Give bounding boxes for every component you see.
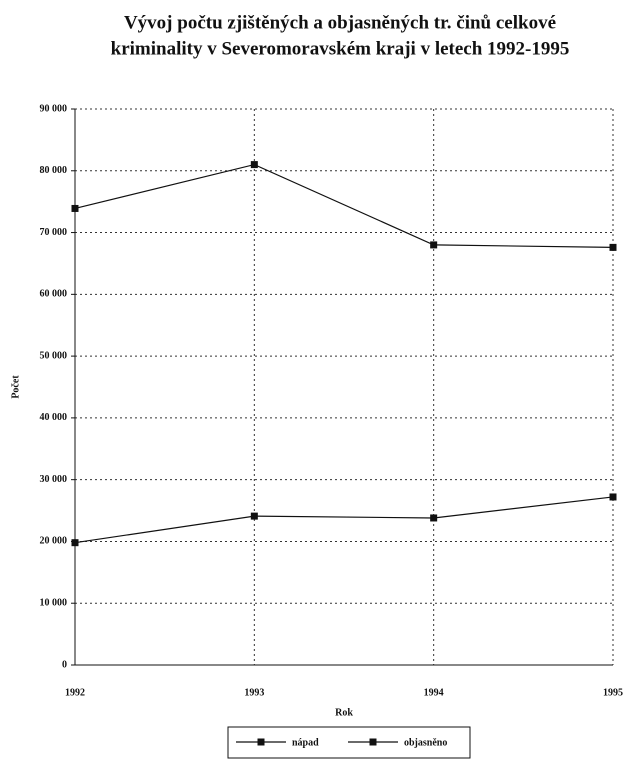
point-marker	[430, 514, 438, 522]
point-marker	[250, 161, 258, 169]
y-tick-label: 10 000	[40, 598, 68, 609]
y-tick-label: 40 000	[40, 412, 68, 423]
point-marker	[71, 539, 79, 547]
y-tick-label: 70 000	[40, 227, 68, 238]
y-tick-label: 80 000	[40, 165, 68, 176]
point-marker	[609, 243, 617, 251]
series-line	[74, 163, 614, 248]
point-marker	[609, 493, 617, 501]
series-line	[74, 496, 614, 544]
y-axis-label: Počet	[10, 375, 21, 399]
y-tick-label: 0	[62, 659, 67, 670]
y-tick-label: 90 000	[40, 103, 68, 114]
x-tick-label: 1995	[603, 687, 623, 698]
y-tick-label: 50 000	[40, 350, 68, 361]
chart-title: kriminality v Severomoravském kraji v le…	[111, 38, 570, 59]
point-marker	[250, 512, 258, 520]
legend-label: objasněno	[404, 737, 447, 748]
y-tick-label: 30 000	[40, 474, 68, 485]
x-tick-label: 1993	[244, 687, 264, 698]
y-tick-label: 60 000	[40, 289, 68, 300]
point-marker	[71, 204, 79, 212]
x-tick-label: 1992	[65, 687, 85, 698]
chart-title: Vývoj počtu zjištěných a objasněných tr.…	[124, 12, 556, 33]
x-tick-label: 1994	[424, 687, 444, 698]
x-axis-label: Rok	[335, 707, 353, 718]
legend-box	[227, 726, 471, 759]
point-marker	[430, 241, 438, 249]
legend-marker	[257, 738, 265, 746]
legend-label: nápad	[292, 737, 319, 748]
legend-marker	[369, 738, 377, 746]
y-tick-label: 20 000	[40, 536, 68, 547]
